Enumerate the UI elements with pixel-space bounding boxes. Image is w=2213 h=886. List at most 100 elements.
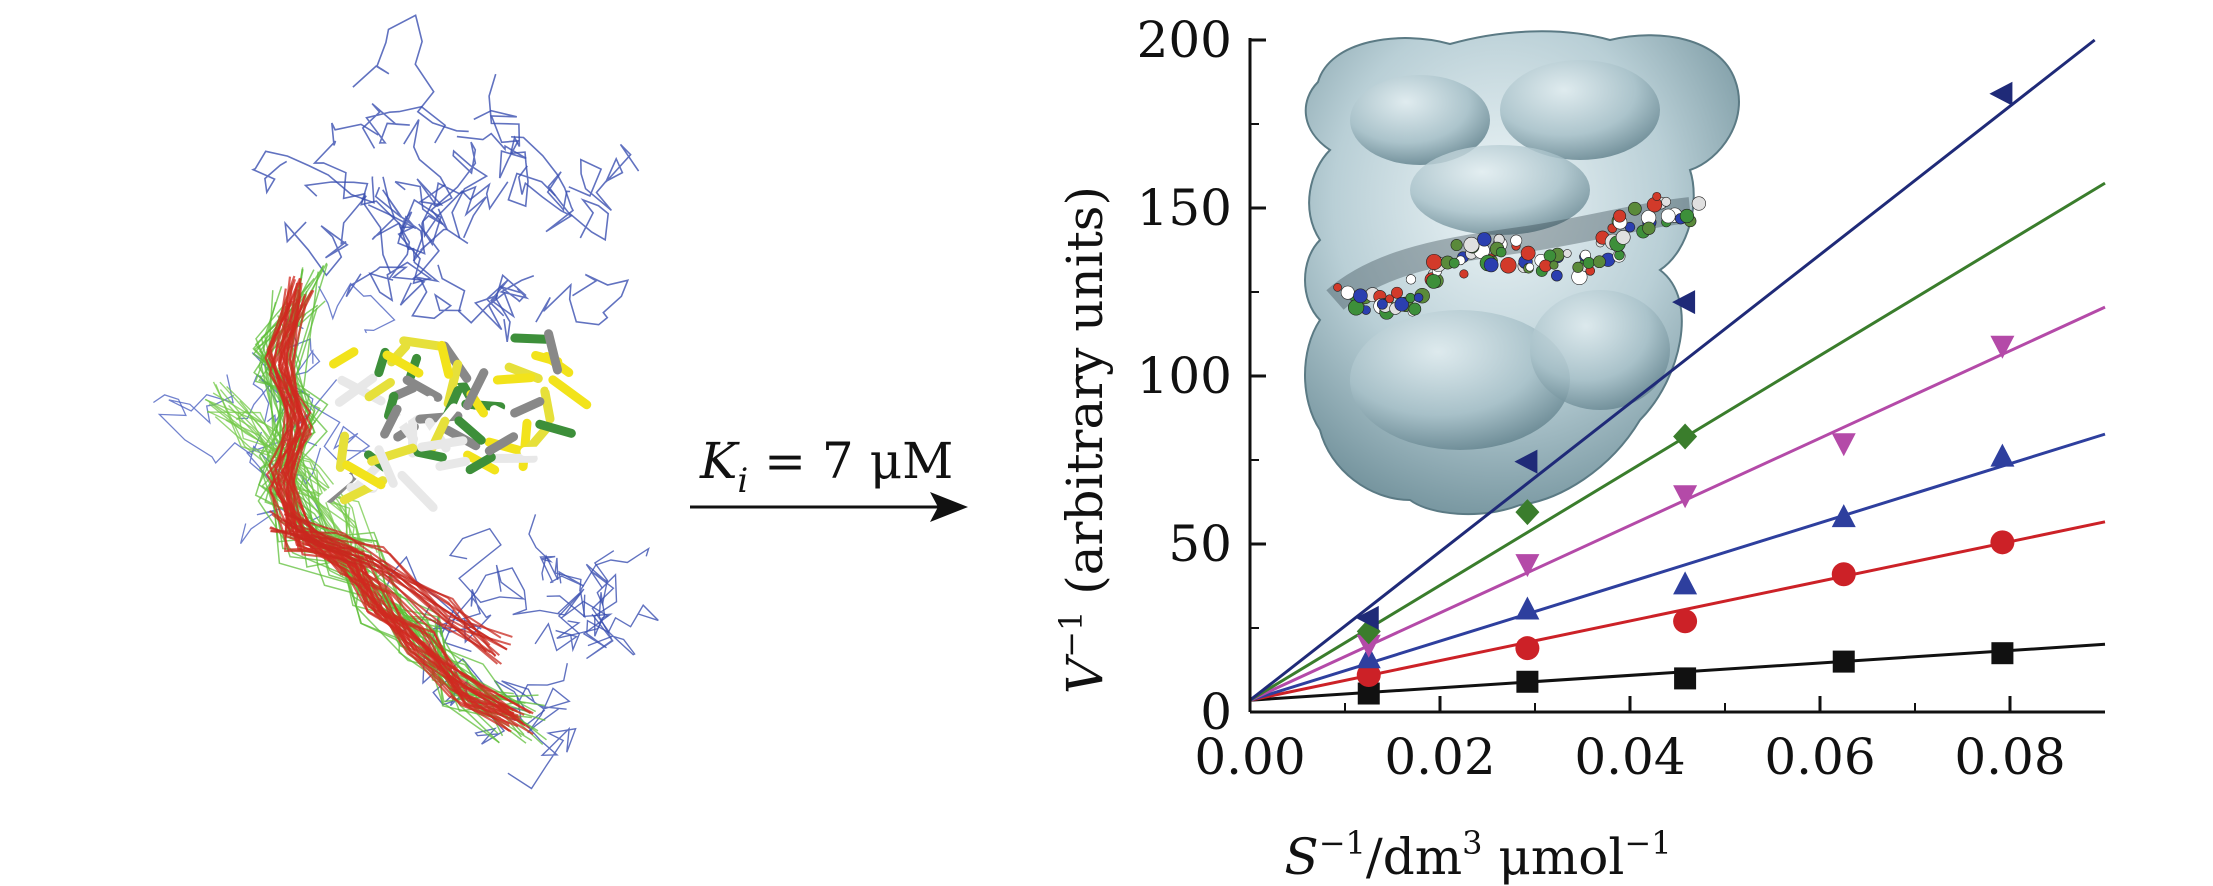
peptide-atom <box>1391 286 1403 299</box>
backbone-trace <box>268 285 515 715</box>
ligand-stick <box>390 395 435 430</box>
data-point <box>1355 605 1379 630</box>
data-markers <box>1355 81 2015 705</box>
peptide-atom <box>1426 253 1443 271</box>
data-point <box>1515 554 1540 578</box>
peptide-atom <box>1500 257 1517 274</box>
backbone-trace <box>345 266 462 320</box>
data-point <box>1673 571 1698 595</box>
backbone-trace <box>312 122 392 274</box>
data-point <box>1673 609 1698 634</box>
backbone-trace <box>361 102 447 149</box>
ligand-stick <box>344 328 383 346</box>
data-point <box>1674 667 1697 690</box>
backbone-trace <box>568 143 640 212</box>
ligand-stick <box>397 470 438 512</box>
backbone-trace <box>546 171 610 242</box>
data-point <box>1831 562 1856 587</box>
fit-line-3 <box>1249 432 2106 702</box>
peptide-atom <box>1394 297 1409 312</box>
x-tick-label: 0.06 <box>1764 728 1875 786</box>
data-point <box>1515 596 1540 620</box>
peptide-atom <box>1463 236 1480 253</box>
x-tick-label: 0.00 <box>1194 728 1305 786</box>
peptide-atom <box>1615 229 1631 245</box>
peptide-atom <box>1426 274 1441 289</box>
backbone-trace <box>352 14 469 133</box>
data-point <box>1514 449 1538 474</box>
backbone-trace <box>582 594 659 649</box>
backbone-trace <box>251 150 375 204</box>
ligand-stick <box>342 460 386 490</box>
backbone-trace <box>168 374 234 425</box>
peptide-atom <box>1593 255 1606 269</box>
peptide-atom <box>1652 191 1662 201</box>
data-point <box>1831 504 1856 528</box>
backbone-trace <box>290 511 508 651</box>
data-point <box>1990 335 2015 359</box>
ligand-stick <box>413 447 447 462</box>
x-tick-label: 0.04 <box>1574 728 1685 786</box>
backbone-trace <box>495 273 535 343</box>
ki-label: Ki = 7 μM <box>699 432 953 501</box>
ligand-stick <box>489 405 520 425</box>
data-point <box>1515 499 1540 526</box>
backbone-trace <box>560 550 618 637</box>
ligand-stick <box>335 431 350 472</box>
ligand-stick <box>374 445 398 488</box>
ligand-stick <box>492 373 536 385</box>
ligand-stick <box>380 404 402 439</box>
peptide-atom <box>1450 239 1463 252</box>
peptide-atom <box>1551 269 1563 282</box>
backbone-trace <box>507 694 577 790</box>
backbone-trace <box>556 592 614 660</box>
peptide-atom <box>1459 269 1469 279</box>
ligand-stick <box>544 329 563 375</box>
ligand-stick <box>319 473 353 504</box>
backbone-trace <box>367 186 426 255</box>
ligand-stick <box>520 446 558 457</box>
data-point <box>1990 443 2015 467</box>
backbone-trace <box>239 489 323 544</box>
ligand-stick <box>510 397 545 418</box>
backbone-trace <box>238 374 296 424</box>
backbone-trace <box>212 392 366 564</box>
peptide-atom <box>1642 221 1656 235</box>
ligand-stick <box>383 391 399 421</box>
ligand-stick <box>510 333 551 344</box>
backbone-trace <box>535 273 630 326</box>
ligand-stick <box>484 432 519 456</box>
ligand-stick <box>548 375 592 410</box>
ligand-stick <box>435 456 471 471</box>
backbone-trace <box>541 546 650 592</box>
backbone-trace <box>488 73 556 208</box>
x-tick-label: 0.08 <box>1954 728 2065 786</box>
data-point <box>1990 530 2015 555</box>
peptide-atom <box>1483 257 1499 273</box>
backbone-trace <box>153 394 263 464</box>
backbone-trace <box>511 136 575 233</box>
peptide-atom <box>1661 196 1672 207</box>
ligand-sticks <box>319 328 592 512</box>
peptide-atom <box>1413 292 1424 303</box>
data-point <box>1356 663 1381 688</box>
ligand-stick <box>417 436 468 452</box>
peptide-atom <box>1549 260 1559 270</box>
y-tick-label: 50 <box>1168 515 1232 573</box>
peptide-atom <box>1572 261 1584 273</box>
ligand-stick <box>334 373 378 407</box>
backbone-trace <box>264 281 517 722</box>
backbone-trace <box>585 563 636 656</box>
backbone-trace <box>412 178 469 262</box>
peptide-atom <box>1340 285 1355 300</box>
ligand-stick <box>443 359 463 409</box>
data-point <box>1356 634 1381 658</box>
y-tick-label: 150 <box>1137 179 1232 237</box>
data-point <box>1673 485 1698 509</box>
peptide-atom <box>1376 298 1388 310</box>
backbone-trace <box>501 680 571 734</box>
fit-line-6 <box>1249 38 2096 702</box>
peptide-atom <box>1408 302 1422 316</box>
ligand-stick <box>540 386 555 424</box>
